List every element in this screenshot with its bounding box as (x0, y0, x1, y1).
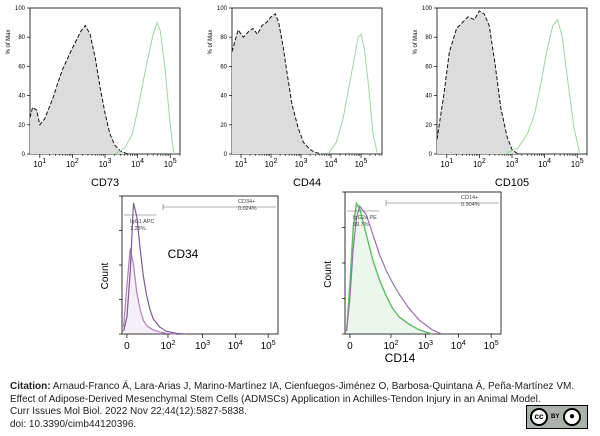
x-axis-label: CD34 (168, 247, 199, 261)
x-axis-label: CD44 (293, 177, 321, 189)
histogram-line-2 (346, 204, 443, 335)
histogram-line-1 (123, 248, 177, 335)
plot-frame (121, 195, 279, 335)
x-tick-label: 103 (195, 340, 210, 352)
x-tick-label: 103 (99, 158, 112, 169)
y-tick-label: 20 (18, 123, 25, 129)
y-tick-label: 80 (18, 35, 25, 41)
histogram-fill-1 (437, 10, 518, 155)
y-tick-label: 0 (224, 152, 228, 158)
y-tick-label: 40 (425, 94, 432, 100)
citation-block: Citation: Arnaud-Franco Á, Lara-Arias J,… (10, 381, 574, 431)
histogram-fill-1 (232, 13, 322, 154)
x-tick-label: 102 (265, 158, 278, 169)
gate-annotation-positive: CD14+ (461, 195, 478, 201)
x-tick-label: 103 (295, 158, 308, 169)
gate-annotation-isotype: 1.28% (130, 226, 146, 232)
citation-doi: doi: 10.3390/cimb44120396. (10, 418, 137, 430)
histogram-line-2 (327, 33, 378, 155)
x-tick-label: 105 (261, 340, 276, 352)
person-icon: ● (563, 408, 581, 426)
x-tick-label: 102 (383, 340, 398, 352)
citation-title: Effect of Adipose-Derived Mesenchymal St… (10, 393, 541, 405)
histogram-fill-1 (30, 25, 128, 154)
histogram-fill (123, 248, 177, 334)
x-tick-label: 0 (347, 341, 353, 352)
x-tick-label: 101 (440, 158, 453, 169)
x-tick-label: 101 (235, 158, 248, 169)
y-tick-label: 60 (18, 64, 25, 70)
histogram-line-1 (345, 201, 433, 335)
y-axis-label: % of Max (413, 29, 419, 54)
histogram-line-2 (123, 202, 187, 335)
histogram-panel-cd105: 0 20 40 60 80 100 % of Max 101 102 103 104 105 CD105 (413, 6, 588, 189)
cc-icon: cc (530, 408, 548, 426)
x-axis-label: CD73 (91, 177, 119, 189)
y-axis-label: % of Max (6, 29, 12, 54)
cc-by-label: BY (551, 414, 560, 420)
x-axis-label: CD14 (385, 351, 416, 365)
y-tick-label: 100 (422, 6, 433, 12)
cc-license-badge: cc ● BY (526, 405, 588, 429)
gate-annotation-positive: 0.024% (238, 206, 257, 212)
y-tick-label: 40 (220, 94, 227, 100)
histogram-panel-cd73: 0 20 40 60 80 100 % of Max 101 102 103 104 105 CD73 (6, 6, 181, 189)
gate-annotation-positive: 0.304% (461, 202, 480, 208)
y-axis-label: Count (100, 262, 111, 289)
histogram-line-2 (504, 18, 581, 155)
x-tick-label: 101 (33, 158, 46, 169)
y-tick-label: 60 (220, 64, 227, 70)
y-tick-label: 80 (425, 35, 432, 41)
x-tick-label: 105 (355, 158, 368, 169)
y-tick-label: 100 (217, 6, 228, 12)
histogram-line-1 (29, 24, 128, 155)
histogram-line-2 (114, 21, 175, 155)
x-tick-label: 102 (66, 158, 79, 169)
histogram-line-1 (436, 10, 519, 155)
x-axis-label: CD105 (495, 177, 529, 189)
histogram-line-1 (231, 13, 323, 155)
y-axis-label: Count (323, 261, 334, 288)
gate-annotation-isotype: 99.7% (353, 222, 369, 228)
citation-line-1: Citation: Arnaud-Franco Á, Lara-Arias J,… (10, 381, 574, 394)
y-axis-label: % of Max (208, 29, 214, 54)
gate-annotation-isotype: IgG2a PE (353, 215, 377, 221)
histogram-fill (346, 203, 432, 334)
x-tick-label: 102 (160, 340, 175, 352)
y-tick-label: 20 (220, 123, 227, 129)
y-tick-label: 60 (425, 64, 432, 70)
histogram-panel-cd44: 0 20 40 60 80 100 % of Max 101 102 103 104 105 CD44 (208, 6, 383, 189)
gate-annotation-isotype: IgG1 APC (130, 219, 154, 225)
x-tick-label: 105 (164, 158, 177, 169)
gate-annotation-positive: CD34+ (238, 199, 255, 205)
citation-label: Citation: (10, 381, 51, 392)
x-tick-label: 104 (131, 158, 144, 169)
x-tick-label: 103 (418, 340, 433, 352)
citation-journal: Curr Issues Mol Biol. 2022 Nov 22;44(12)… (10, 406, 247, 418)
y-tick-label: 40 (18, 94, 25, 100)
x-tick-label: 0 (124, 341, 130, 352)
y-tick-label: 0 (22, 152, 26, 158)
x-tick-label: 104 (228, 340, 243, 352)
plot-frame (344, 191, 502, 335)
y-tick-label: 0 (429, 152, 433, 158)
y-tick-label: 100 (15, 6, 26, 12)
x-tick-label: 103 (506, 158, 519, 169)
citation-authors: Arnaud-Franco Á, Lara-Arias J, Marino-Ma… (50, 381, 575, 392)
y-tick-label: 20 (425, 123, 432, 129)
x-tick-label: 104 (451, 340, 466, 352)
x-tick-label: 104 (538, 158, 551, 169)
y-tick-label: 80 (220, 35, 227, 41)
x-tick-label: 105 (571, 158, 584, 169)
x-tick-label: 105 (484, 340, 499, 352)
x-tick-label: 102 (473, 158, 486, 169)
x-tick-label: 104 (325, 158, 338, 169)
